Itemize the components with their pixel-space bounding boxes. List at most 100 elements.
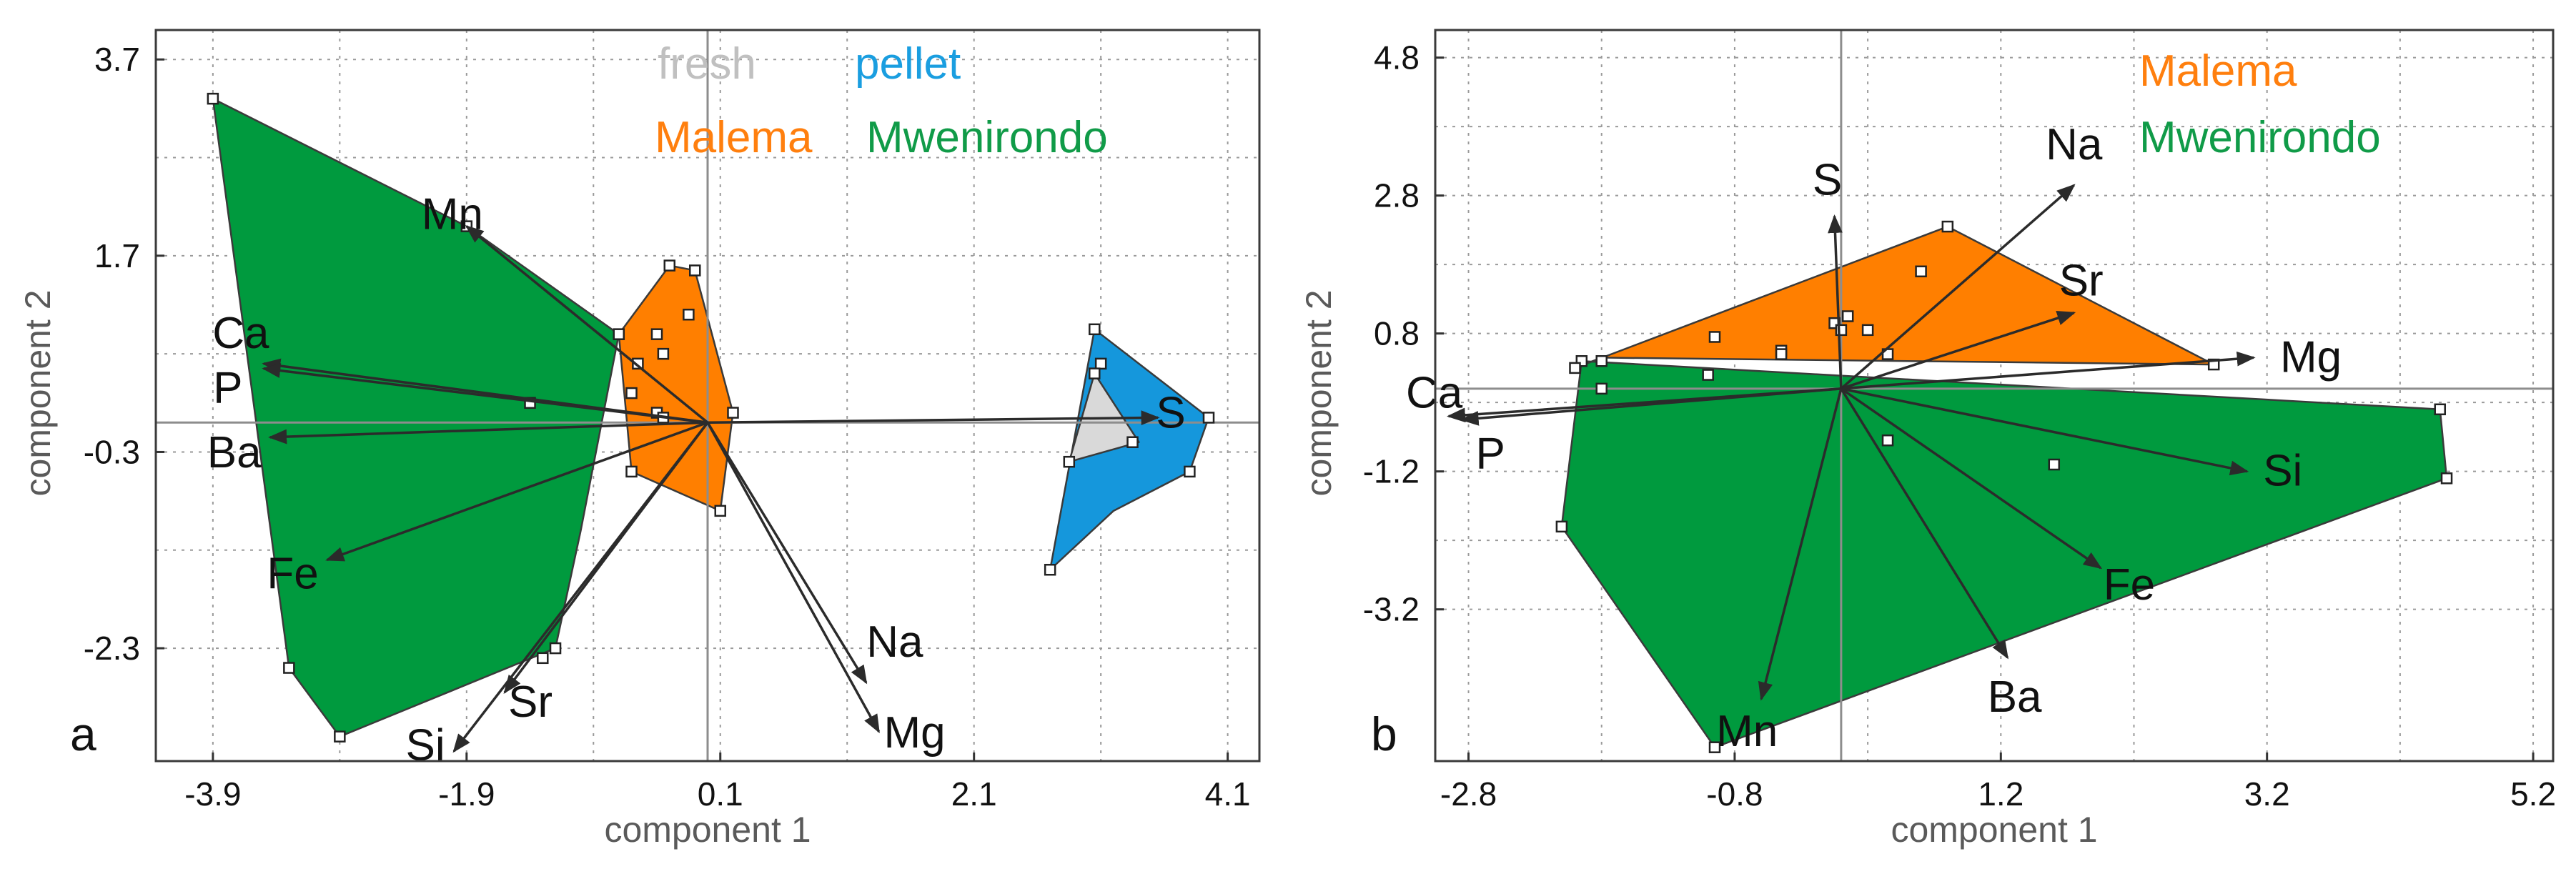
loading-label-s: S <box>1813 156 1842 205</box>
y-tick-label: -1.2 <box>1363 453 1420 490</box>
x-axis-label: component 1 <box>604 810 811 850</box>
x-tick-label: 5.2 <box>2510 775 2556 813</box>
loading-label-p: P <box>213 364 242 413</box>
loading-arrow-na <box>706 422 868 685</box>
loading-label-si: Si <box>405 720 445 770</box>
loading-arrow-mn <box>465 224 709 424</box>
sample-point-pellet <box>1184 465 1196 478</box>
loading-label-ba: Ba <box>1988 672 2042 722</box>
legend-entry-fresh: fresh <box>658 39 756 89</box>
loading-label-na: Na <box>2046 120 2103 169</box>
y-tick-label: -3.2 <box>1363 591 1420 628</box>
sample-point-pellet <box>1094 357 1107 370</box>
sample-point-malema <box>1775 348 1788 360</box>
loading-label-ba: Ba <box>207 428 262 477</box>
loading-label-fe: Fe <box>2104 560 2155 610</box>
loading-arrow-mn <box>1758 388 1843 701</box>
sample-point-malema <box>1941 220 1954 233</box>
plot-frame <box>1434 29 2555 763</box>
loading-label-sr: Sr <box>508 677 553 727</box>
sample-point-mwenirondo <box>1708 741 1721 753</box>
loading-label-fe: Fe <box>267 550 318 599</box>
sample-point-mwenirondo <box>2048 458 2061 471</box>
sample-point-malema <box>1569 362 1581 374</box>
loading-arrow-fe <box>1840 387 2103 570</box>
loading-label-mg: Mg <box>2280 332 2342 382</box>
hull-mwenirondo <box>212 97 620 738</box>
loading-arrow-sr <box>1841 311 2076 390</box>
x-tick-label: -3.9 <box>184 775 241 813</box>
sample-point-fresh <box>1063 455 1076 468</box>
loading-arrow-p <box>262 363 708 424</box>
loading-arrow-p <box>1460 387 1842 426</box>
panel-label: a <box>70 707 96 760</box>
legend-entry-mwenirondo: Mwenirondo <box>866 113 1108 162</box>
sample-point-pellet <box>1202 412 1215 424</box>
sample-point-malema <box>625 387 638 399</box>
y-tick-label: -2.3 <box>84 630 140 667</box>
sample-point-malema <box>727 407 739 419</box>
loading-arrow-si <box>1841 387 2249 476</box>
loading-label-mn: Mn <box>422 190 483 239</box>
sample-point-mwenirondo <box>1881 434 1894 447</box>
loading-label-mg: Mg <box>884 708 946 758</box>
y-tick-label: 2.8 <box>1374 177 1420 214</box>
x-tick-label: 2.1 <box>951 775 997 813</box>
y-axis-label: component 2 <box>1299 289 1339 496</box>
sample-point-malema <box>1915 265 1927 278</box>
sample-point-malema <box>683 308 695 321</box>
legend-entry-mwenirondo: Mwenirondo <box>2139 113 2381 162</box>
loading-label-s: S <box>1156 388 1185 437</box>
x-tick-label: -0.8 <box>1706 775 1763 813</box>
sample-point-malema <box>663 259 676 272</box>
loading-arrow-mg <box>706 422 881 734</box>
loading-label-ca: Ca <box>212 309 269 358</box>
sample-point-malema <box>657 347 670 360</box>
sample-point-malema <box>714 505 726 517</box>
loading-arrow-fe <box>325 421 708 562</box>
sample-point-pellet <box>1089 323 1101 336</box>
loading-label-p: P <box>1476 429 1505 478</box>
sample-point-mwenirondo <box>207 92 219 105</box>
sample-point-mwenirondo <box>283 662 295 674</box>
loading-arrow-ba <box>1840 387 2009 660</box>
legend-entry-pellet: pellet <box>855 39 961 89</box>
sample-point-pellet <box>1044 563 1056 576</box>
loading-label-sr: Sr <box>2059 257 2104 306</box>
hull-malema <box>1574 225 2215 369</box>
loading-arrow-na <box>1840 184 2076 390</box>
sample-point-malema <box>1841 310 1854 322</box>
y-tick-label: 4.8 <box>1374 39 1420 76</box>
loading-arrow-s <box>707 410 1160 426</box>
sample-point-malema <box>650 328 663 340</box>
y-tick-label: 3.7 <box>94 41 140 78</box>
loading-label-si: Si <box>2263 447 2302 496</box>
loading-arrow-mg <box>1841 351 2256 390</box>
loading-arrow-ba <box>268 421 708 445</box>
legend-entry-malema: Malema <box>2139 46 2297 96</box>
loading-arrow-si <box>452 422 709 753</box>
hull-mwenirondo <box>1560 359 2448 748</box>
sample-point-mwenirondo <box>537 652 549 665</box>
plot-frame <box>154 29 1261 763</box>
sample-point-mwenirondo <box>1595 382 1607 395</box>
sample-point-mwenirondo <box>2440 472 2453 485</box>
sample-point-mwenirondo <box>1555 520 1568 533</box>
x-tick-label: 4.1 <box>1205 775 1251 813</box>
loading-arrow-s <box>1828 214 1843 389</box>
loading-label-mn: Mn <box>1716 707 1778 756</box>
sample-point-malema <box>613 328 625 340</box>
sample-point-mwenirondo <box>549 642 562 655</box>
y-axis-label: component 2 <box>18 289 58 496</box>
x-tick-label: 1.2 <box>1978 775 2023 813</box>
loading-label-na: Na <box>866 617 923 667</box>
panel-label: b <box>1371 707 1397 760</box>
sample-point-malema <box>1708 331 1721 343</box>
x-axis-label: component 1 <box>1891 810 2097 850</box>
y-tick-label: 1.7 <box>94 237 140 274</box>
x-tick-label: -2.8 <box>1440 775 1497 813</box>
x-tick-label: 3.2 <box>2244 775 2290 813</box>
y-tick-label: 0.8 <box>1374 315 1420 352</box>
